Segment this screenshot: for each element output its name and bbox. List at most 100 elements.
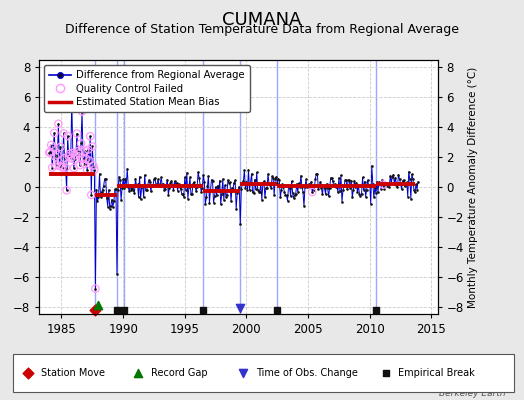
Point	[91, 286, 100, 292]
Point	[80, 161, 88, 167]
Point	[150, 176, 158, 183]
Point	[215, 177, 224, 184]
Point	[220, 197, 228, 203]
Point	[166, 180, 174, 186]
Point	[289, 190, 297, 196]
Point	[128, 185, 137, 191]
Point	[119, 176, 127, 182]
Y-axis label: Monthly Temperature Anomaly Difference (°C): Monthly Temperature Anomaly Difference (…	[468, 66, 478, 308]
Point	[256, 189, 264, 195]
Point	[362, 194, 370, 200]
Point	[79, 156, 88, 162]
Point	[83, 167, 91, 174]
Point	[378, 177, 386, 183]
Point	[213, 182, 222, 189]
Point	[114, 187, 122, 194]
Point	[163, 176, 171, 183]
Point	[50, 130, 59, 136]
Point	[368, 180, 377, 187]
Point	[56, 144, 64, 150]
Point	[169, 187, 178, 193]
Point	[187, 191, 195, 198]
Point	[230, 179, 238, 186]
Point	[263, 185, 271, 191]
Point	[383, 182, 391, 189]
Point	[242, 178, 250, 185]
Point	[359, 186, 368, 193]
Point	[137, 184, 146, 190]
Point	[198, 185, 206, 192]
Point	[292, 180, 301, 187]
Point	[240, 167, 248, 174]
Point	[366, 181, 374, 188]
Point	[246, 179, 255, 186]
Point	[368, 162, 376, 169]
Point	[253, 169, 261, 176]
Text: Difference of Station Temperature Data from Regional Average: Difference of Station Temperature Data f…	[65, 23, 459, 36]
Point	[321, 191, 330, 197]
Point	[85, 158, 93, 164]
Point	[82, 156, 90, 162]
Point	[47, 142, 56, 148]
Point	[103, 194, 111, 201]
Point	[88, 143, 96, 150]
Point	[266, 182, 274, 188]
Point	[282, 192, 291, 199]
Point	[60, 155, 69, 161]
Point	[94, 194, 103, 201]
Point	[313, 170, 322, 177]
Point	[385, 184, 394, 190]
Point	[396, 180, 405, 187]
Point	[46, 149, 54, 155]
Point	[405, 168, 413, 175]
Point	[401, 180, 410, 187]
Point	[408, 171, 416, 178]
Point	[191, 182, 199, 189]
Point	[353, 189, 362, 195]
Point	[158, 182, 167, 188]
Point	[271, 176, 279, 182]
Point	[308, 189, 316, 195]
Point	[260, 178, 268, 185]
Point	[77, 140, 85, 147]
Point	[265, 181, 273, 187]
Point	[57, 164, 66, 170]
Point	[272, 174, 280, 180]
Point	[322, 181, 331, 187]
Point	[125, 188, 134, 195]
Point	[159, 181, 167, 187]
Point	[81, 148, 89, 154]
Point	[177, 185, 185, 192]
Point	[346, 184, 354, 191]
Point	[363, 186, 371, 193]
Point	[237, 186, 245, 192]
Point	[329, 178, 337, 184]
Point	[78, 108, 86, 115]
Point	[281, 192, 290, 198]
Point	[354, 183, 363, 189]
Point	[236, 305, 245, 311]
Point	[124, 184, 133, 190]
Point	[51, 154, 60, 160]
Point	[226, 179, 234, 186]
Point	[138, 182, 147, 189]
Point	[84, 146, 92, 153]
Point	[298, 184, 306, 190]
Point	[301, 184, 309, 190]
Point	[411, 189, 419, 195]
Point	[76, 162, 84, 168]
Point	[236, 221, 245, 228]
Point	[375, 179, 383, 185]
Text: Record Gap: Record Gap	[151, 368, 208, 378]
Point	[355, 191, 364, 197]
Point	[160, 187, 168, 193]
Point	[105, 187, 113, 193]
Point	[267, 185, 275, 192]
Point	[351, 184, 359, 190]
Point	[54, 120, 62, 127]
Point	[157, 174, 166, 181]
Point	[264, 171, 272, 177]
Point	[112, 186, 120, 192]
Point	[341, 177, 350, 184]
Point	[233, 190, 242, 197]
